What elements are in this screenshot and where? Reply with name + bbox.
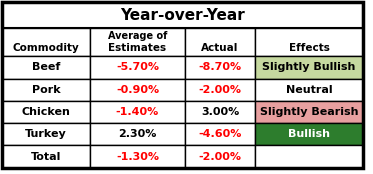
Bar — [185, 56, 255, 79]
Text: -1.40%: -1.40% — [116, 107, 159, 117]
Text: -1.30%: -1.30% — [116, 152, 159, 161]
Text: Slightly Bullish: Slightly Bullish — [262, 62, 356, 73]
Bar — [185, 79, 255, 101]
Text: -5.70%: -5.70% — [116, 62, 159, 73]
Text: 2.30%: 2.30% — [118, 129, 157, 139]
Text: Bullish: Bullish — [288, 129, 330, 139]
Bar — [2, 101, 90, 123]
Bar — [185, 101, 255, 123]
Text: Estimates: Estimates — [109, 43, 167, 53]
Text: Chicken: Chicken — [22, 107, 70, 117]
Bar — [185, 145, 255, 168]
Text: Actual: Actual — [201, 43, 239, 53]
Bar — [2, 56, 90, 79]
Bar — [90, 79, 185, 101]
Bar — [255, 123, 363, 145]
Text: Neutral: Neutral — [286, 85, 332, 95]
Text: -8.70%: -8.70% — [198, 62, 242, 73]
Bar — [185, 28, 255, 56]
Bar — [90, 101, 185, 123]
Text: Year-over-Year: Year-over-Year — [120, 7, 245, 22]
Text: 3.00%: 3.00% — [201, 107, 239, 117]
Bar — [90, 56, 185, 79]
Text: Average of: Average of — [108, 31, 167, 41]
Bar — [90, 123, 185, 145]
Text: -2.00%: -2.00% — [198, 152, 241, 161]
Bar — [255, 101, 363, 123]
Text: Effects: Effects — [289, 43, 329, 53]
Text: -2.00%: -2.00% — [198, 85, 241, 95]
Text: Slightly Bearish: Slightly Bearish — [260, 107, 358, 117]
Bar — [2, 28, 90, 56]
Bar — [255, 56, 363, 79]
Text: Commodity: Commodity — [13, 43, 79, 53]
Text: Total: Total — [31, 152, 61, 161]
Text: Turkey: Turkey — [25, 129, 67, 139]
Bar — [90, 145, 185, 168]
Bar — [90, 28, 185, 56]
Text: Beef: Beef — [32, 62, 60, 73]
Bar — [185, 123, 255, 145]
Bar — [255, 79, 363, 101]
Text: -0.90%: -0.90% — [116, 85, 159, 95]
Bar — [255, 145, 363, 168]
Bar — [2, 79, 90, 101]
Bar — [2, 123, 90, 145]
Text: -4.60%: -4.60% — [198, 129, 242, 139]
Text: Pork: Pork — [32, 85, 60, 95]
Bar — [255, 28, 363, 56]
Bar — [2, 145, 90, 168]
Bar — [2, 2, 363, 28]
